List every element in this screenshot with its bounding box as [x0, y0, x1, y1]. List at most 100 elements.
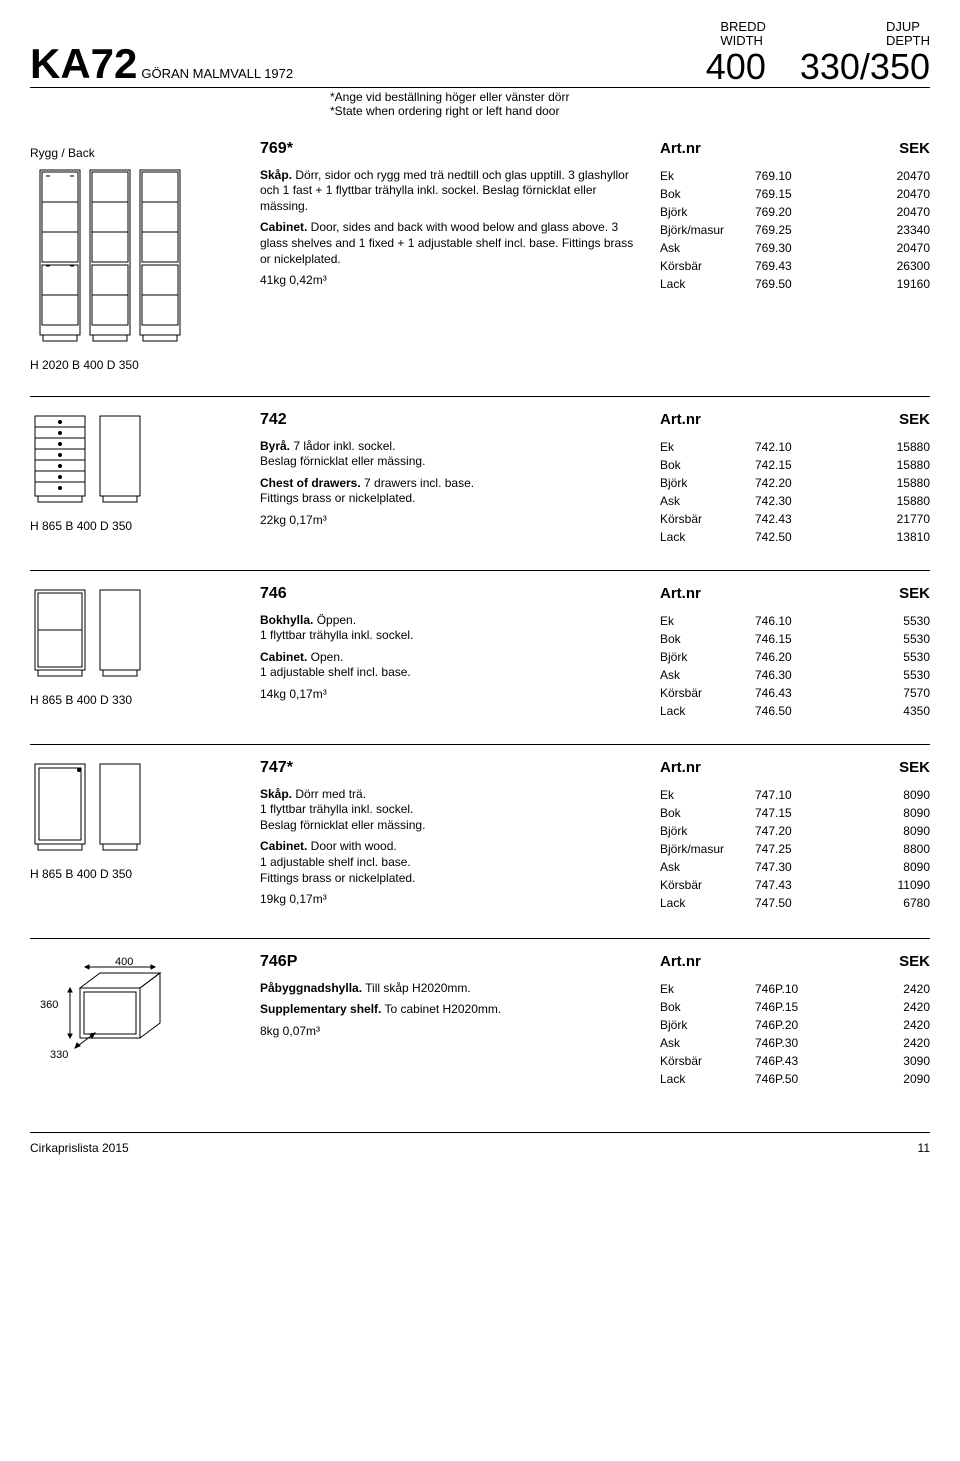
drawing-742 [30, 411, 260, 511]
designer-label: GÖRAN MALMVALL 1972 [141, 66, 293, 81]
material: Lack [660, 275, 755, 293]
material: Bok [660, 998, 755, 1016]
article-number: 769.50 [755, 275, 850, 293]
weight-742: 22kg 0,17m³ [260, 513, 644, 529]
price-row: Ask747.308090 [660, 858, 930, 876]
material: Bok [660, 804, 755, 822]
price: 26300 [850, 257, 930, 275]
article-number: 746.43 [755, 684, 850, 702]
article-number: 769.20 [755, 203, 850, 221]
material: Björk [660, 1016, 755, 1034]
article-number: 747.10 [755, 786, 850, 804]
price-row: Lack746.504350 [660, 702, 930, 720]
price-row: Ask746.305530 [660, 666, 930, 684]
article-number: 747.20 [755, 822, 850, 840]
price-row: Körsbär746.437570 [660, 684, 930, 702]
price: 20470 [850, 185, 930, 203]
material: Björk/masur [660, 221, 755, 239]
material: Ek [660, 167, 755, 185]
material: Ek [660, 612, 755, 630]
thead-art: Art.nr [660, 759, 780, 776]
material: Ek [660, 438, 755, 456]
artcode-769: 769* [260, 140, 644, 158]
price-row: Ek747.108090 [660, 786, 930, 804]
desc-sv-769: Skåp. Dörr, sidor och rygg med trä nedti… [260, 168, 644, 215]
material: Ask [660, 666, 755, 684]
price-row: Björk746P.202420 [660, 1016, 930, 1034]
article-number: 769.30 [755, 239, 850, 257]
thead-price: SEK [899, 140, 930, 157]
price-row: Bok747.158090 [660, 804, 930, 822]
price-row: Ask742.3015880 [660, 492, 930, 510]
price: 2420 [850, 998, 930, 1016]
material: Körsbär [660, 684, 755, 702]
thead-price: SEK [899, 411, 930, 428]
article-number: 742.43 [755, 510, 850, 528]
rows-746: Ek746.105530Bok746.155530Björk746.205530… [660, 612, 930, 720]
article-number: 742.20 [755, 474, 850, 492]
drawing-746p: 400 360 330 [30, 953, 260, 1063]
material: Körsbär [660, 876, 755, 894]
section-746: H 865 B 400 D 330 746 Bokhylla. Öppen. 1… [30, 571, 930, 745]
article-number: 746.30 [755, 666, 850, 684]
price-row: Ek746P.102420 [660, 980, 930, 998]
price-row: Björk/masur769.2523340 [660, 221, 930, 239]
price: 15880 [850, 492, 930, 510]
caption-769: Rygg / Back [30, 146, 260, 160]
desc-sv-746: Bokhylla. Öppen. 1 flyttbar trähylla ink… [260, 613, 644, 644]
thead-art: Art.nr [660, 953, 780, 970]
section-769: Rygg / Back [30, 126, 930, 397]
price-row: Lack746P.502090 [660, 1070, 930, 1088]
price: 7570 [850, 684, 930, 702]
price-row: Björk742.2015880 [660, 474, 930, 492]
weight-746: 14kg 0,17m³ [260, 687, 644, 703]
price-row: Lack769.5019160 [660, 275, 930, 293]
artcode-742: 742 [260, 411, 644, 429]
material: Ek [660, 980, 755, 998]
material: Ek [660, 786, 755, 804]
price-row: Bok746.155530 [660, 630, 930, 648]
price-row: Björk/masur747.258800 [660, 840, 930, 858]
price: 4350 [850, 702, 930, 720]
dims-742: H 865 B 400 D 350 [30, 519, 260, 533]
svg-text:400: 400 [115, 956, 133, 968]
price: 5530 [850, 612, 930, 630]
artcode-747: 747* [260, 759, 644, 777]
price: 23340 [850, 221, 930, 239]
price-row: Lack747.506780 [660, 894, 930, 912]
article-number: 742.15 [755, 456, 850, 474]
article-number: 746P.10 [755, 980, 850, 998]
thead-price: SEK [899, 953, 930, 970]
article-number: 742.30 [755, 492, 850, 510]
material: Körsbär [660, 1052, 755, 1070]
article-number: 746.20 [755, 648, 850, 666]
article-number: 746P.20 [755, 1016, 850, 1034]
article-number: 769.43 [755, 257, 850, 275]
material: Lack [660, 894, 755, 912]
price-row: Björk769.2020470 [660, 203, 930, 221]
price: 15880 [850, 456, 930, 474]
rows-746p: Ek746P.102420Bok746P.152420Björk746P.202… [660, 980, 930, 1088]
price-row: Ek769.1020470 [660, 167, 930, 185]
price-row: Ask769.3020470 [660, 239, 930, 257]
price-row: Körsbär746P.433090 [660, 1052, 930, 1070]
rows-742: Ek742.1015880Bok742.1515880Björk742.2015… [660, 438, 930, 546]
price: 19160 [850, 275, 930, 293]
price: 8800 [850, 840, 930, 858]
price: 8090 [850, 804, 930, 822]
section-742: H 865 B 400 D 350 742 Byrå. 7 lådor inkl… [30, 397, 930, 571]
price: 20470 [850, 167, 930, 185]
thead-art: Art.nr [660, 585, 780, 602]
price: 2420 [850, 1034, 930, 1052]
svg-text:360: 360 [40, 999, 58, 1011]
svg-text:330: 330 [50, 1049, 68, 1061]
price: 15880 [850, 438, 930, 456]
material: Körsbär [660, 257, 755, 275]
material: Lack [660, 702, 755, 720]
price-row: Lack742.5013810 [660, 528, 930, 546]
article-number: 746.50 [755, 702, 850, 720]
weight-769: 41kg 0,42m³ [260, 273, 644, 289]
material: Björk [660, 474, 755, 492]
material: Bok [660, 185, 755, 203]
width-label-sv: BREDD [720, 20, 766, 34]
